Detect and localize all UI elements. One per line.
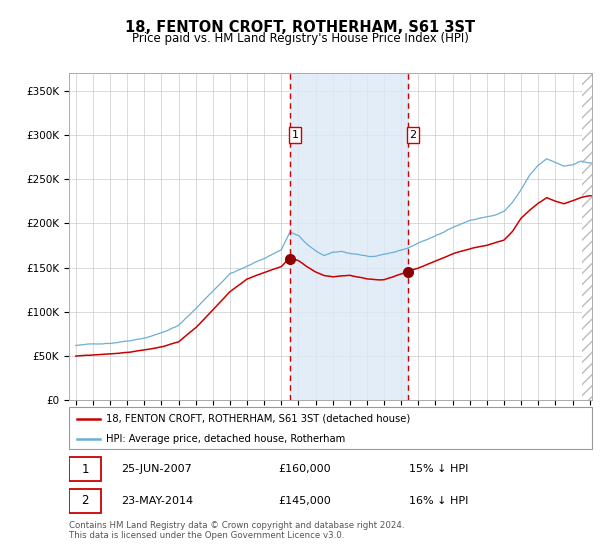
FancyBboxPatch shape: [69, 407, 592, 449]
Text: 23-MAY-2014: 23-MAY-2014: [121, 496, 193, 506]
FancyBboxPatch shape: [69, 457, 101, 482]
Text: 15% ↓ HPI: 15% ↓ HPI: [409, 464, 469, 474]
Bar: [290, 73, 408, 400]
FancyBboxPatch shape: [69, 488, 101, 513]
Text: 25-JUN-2007: 25-JUN-2007: [121, 464, 192, 474]
Text: 16% ↓ HPI: 16% ↓ HPI: [409, 496, 469, 506]
Text: 2: 2: [409, 130, 416, 140]
Text: Contains HM Land Registry data © Crown copyright and database right 2024.
This d: Contains HM Land Registry data © Crown c…: [69, 521, 404, 540]
Text: 1: 1: [292, 130, 298, 140]
Text: 18, FENTON CROFT, ROTHERHAM, S61 3ST: 18, FENTON CROFT, ROTHERHAM, S61 3ST: [125, 20, 475, 35]
Text: HPI: Average price, detached house, Rotherham: HPI: Average price, detached house, Roth…: [106, 433, 345, 444]
Text: £145,000: £145,000: [278, 496, 331, 506]
Text: 18, FENTON CROFT, ROTHERHAM, S61 3ST (detached house): 18, FENTON CROFT, ROTHERHAM, S61 3ST (de…: [106, 414, 410, 424]
Bar: [583, 73, 592, 400]
Text: 2: 2: [82, 494, 89, 507]
Bar: [583, 73, 592, 400]
Text: Price paid vs. HM Land Registry's House Price Index (HPI): Price paid vs. HM Land Registry's House …: [131, 32, 469, 45]
Text: £160,000: £160,000: [278, 464, 331, 474]
Text: 1: 1: [82, 463, 89, 476]
